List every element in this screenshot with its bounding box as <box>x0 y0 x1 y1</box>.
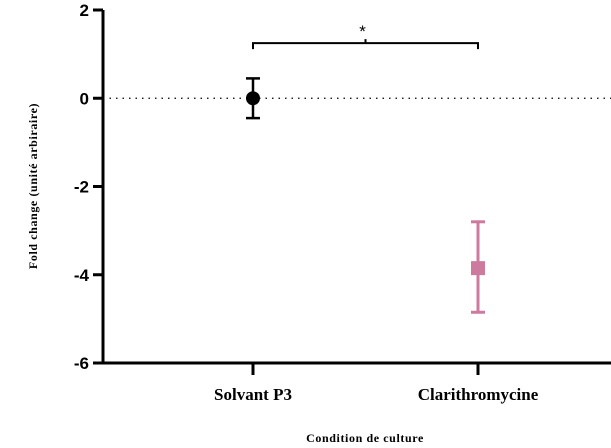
significance-label: * <box>359 22 366 41</box>
x-tick-label: Solvant P3 <box>214 385 292 404</box>
x-tick-label: Clarithromycine <box>418 385 539 404</box>
y-axis-title: Fold change (unité arbiraire) <box>26 103 40 269</box>
data-point <box>471 261 485 276</box>
y-tick-label: 0 <box>80 89 89 108</box>
x-axis-title: Condition de culture <box>306 431 424 445</box>
y-tick-label: -4 <box>74 266 90 285</box>
y-tick-label: 2 <box>80 1 89 20</box>
plot-area: -6 -4 -2 0 2 Solvant P3 Clarithromycine * <box>74 1 611 404</box>
significance-bracket <box>252 39 479 50</box>
y-tick-label: -6 <box>74 354 89 373</box>
y-tick-label: -2 <box>74 178 89 197</box>
data-point <box>246 91 260 106</box>
